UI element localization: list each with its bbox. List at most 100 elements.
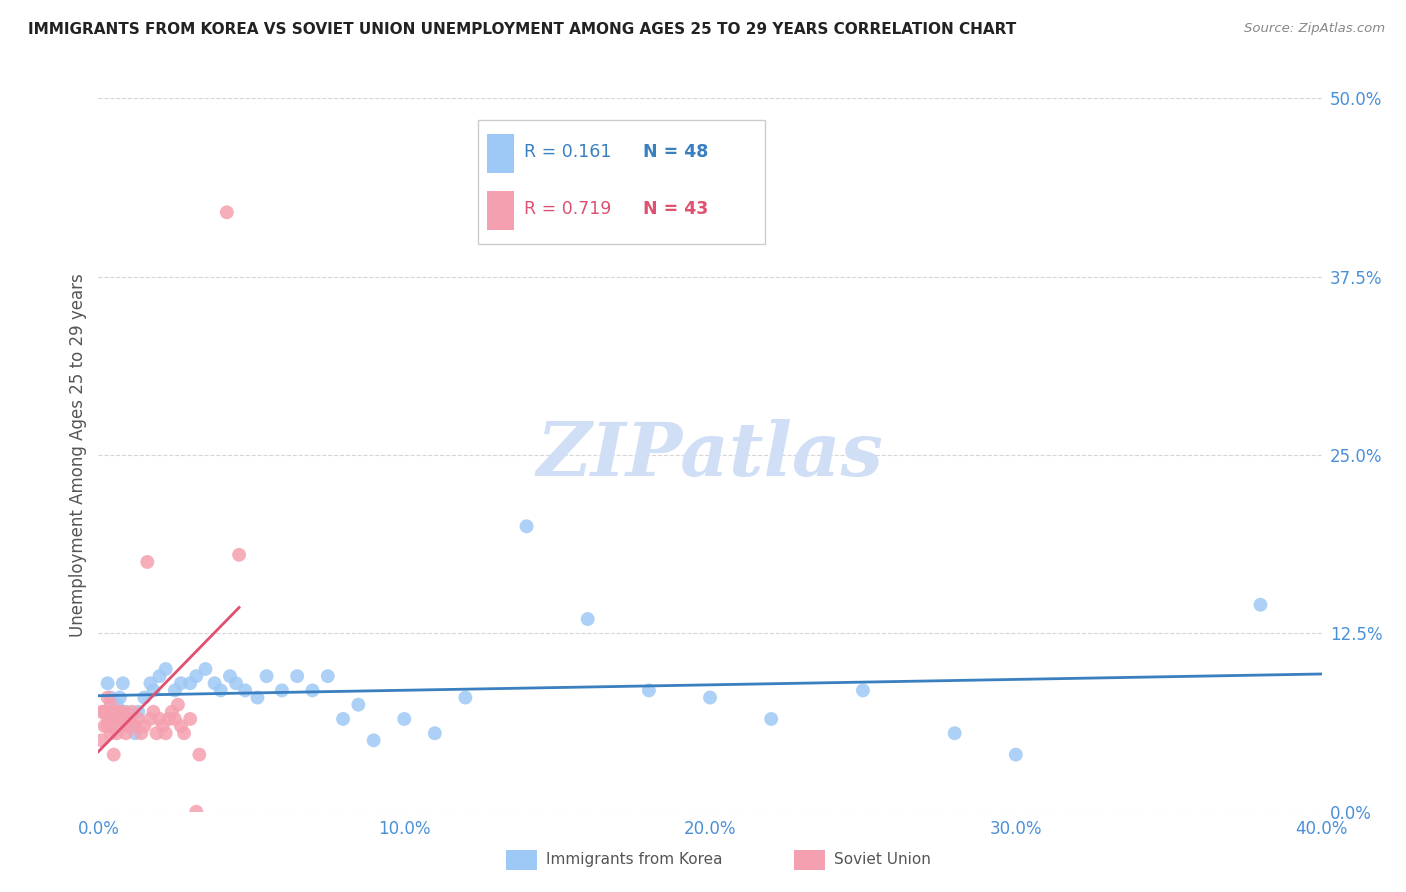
Point: [316, 669, 339, 683]
Point: [121, 705, 143, 719]
Point: [108, 690, 131, 705]
Point: [103, 705, 125, 719]
Point: [100, 690, 122, 705]
Point: [93, 705, 115, 719]
Point: [167, 698, 190, 712]
Point: [225, 676, 247, 690]
Point: [256, 669, 278, 683]
Point: [188, 747, 211, 762]
Point: [149, 669, 172, 683]
Point: [90, 705, 112, 719]
Point: [115, 726, 138, 740]
Point: [105, 726, 128, 740]
Point: [852, 683, 875, 698]
Point: [163, 712, 186, 726]
Point: [170, 719, 193, 733]
Point: [100, 698, 122, 712]
Point: [179, 712, 201, 726]
Point: [285, 669, 308, 683]
Text: Immigrants from Korea: Immigrants from Korea: [546, 853, 723, 867]
Point: [423, 726, 446, 740]
Point: [1004, 747, 1026, 762]
Point: [111, 676, 134, 690]
Point: [108, 719, 131, 733]
Point: [118, 712, 141, 726]
Point: [124, 719, 146, 733]
Point: [93, 719, 115, 733]
Text: Source: ZipAtlas.com: Source: ZipAtlas.com: [1244, 22, 1385, 36]
Point: [270, 683, 292, 698]
Text: R = 0.161: R = 0.161: [524, 143, 612, 161]
Point: [699, 690, 721, 705]
Point: [173, 726, 195, 740]
Point: [170, 676, 193, 690]
Point: [97, 719, 120, 733]
Point: [228, 548, 250, 562]
Point: [301, 683, 323, 698]
Point: [93, 705, 115, 719]
Point: [142, 705, 165, 719]
Point: [121, 719, 143, 733]
Point: [392, 712, 416, 726]
Point: [90, 733, 112, 747]
Point: [134, 719, 156, 733]
Text: Soviet Union: Soviet Union: [834, 853, 931, 867]
Point: [118, 712, 141, 726]
Point: [97, 676, 120, 690]
Point: [127, 712, 149, 726]
Point: [163, 683, 186, 698]
Point: [233, 683, 256, 698]
Point: [136, 555, 159, 569]
Point: [155, 662, 177, 676]
Text: R = 0.719: R = 0.719: [524, 200, 612, 218]
Point: [124, 726, 146, 740]
Point: [127, 705, 149, 719]
Point: [1249, 598, 1271, 612]
Point: [108, 705, 131, 719]
Text: N = 43: N = 43: [643, 200, 709, 218]
Point: [97, 712, 120, 726]
Text: IMMIGRANTS FROM KOREA VS SOVIET UNION UNEMPLOYMENT AMONG AGES 25 TO 29 YEARS COR: IMMIGRANTS FROM KOREA VS SOVIET UNION UN…: [28, 22, 1017, 37]
Point: [179, 676, 201, 690]
Point: [139, 676, 162, 690]
Point: [105, 698, 128, 712]
Point: [186, 805, 208, 819]
Point: [97, 690, 120, 705]
Point: [246, 690, 269, 705]
Point: [142, 683, 165, 698]
Point: [111, 712, 134, 726]
Point: [454, 690, 477, 705]
Point: [115, 719, 138, 733]
Point: [145, 726, 167, 740]
Point: [219, 669, 242, 683]
Point: [155, 726, 177, 740]
Point: [152, 719, 174, 733]
Point: [215, 205, 238, 219]
Point: [105, 712, 128, 726]
Point: [332, 712, 354, 726]
Point: [103, 712, 125, 726]
Point: [149, 712, 172, 726]
Point: [759, 712, 782, 726]
Point: [943, 726, 966, 740]
Point: [139, 712, 162, 726]
Point: [186, 669, 208, 683]
Point: [157, 712, 180, 726]
Point: [134, 690, 156, 705]
Point: [100, 726, 122, 740]
Point: [209, 683, 232, 698]
Point: [516, 519, 538, 533]
Point: [160, 705, 183, 719]
Point: [637, 683, 661, 698]
Text: N = 48: N = 48: [643, 143, 709, 161]
FancyBboxPatch shape: [478, 120, 765, 244]
Point: [576, 612, 599, 626]
Point: [111, 705, 134, 719]
Bar: [488, 134, 515, 173]
Point: [103, 747, 125, 762]
Text: ZIPatlas: ZIPatlas: [537, 418, 883, 491]
Point: [129, 726, 152, 740]
Bar: [488, 191, 515, 230]
Point: [363, 733, 385, 747]
Point: [194, 662, 217, 676]
